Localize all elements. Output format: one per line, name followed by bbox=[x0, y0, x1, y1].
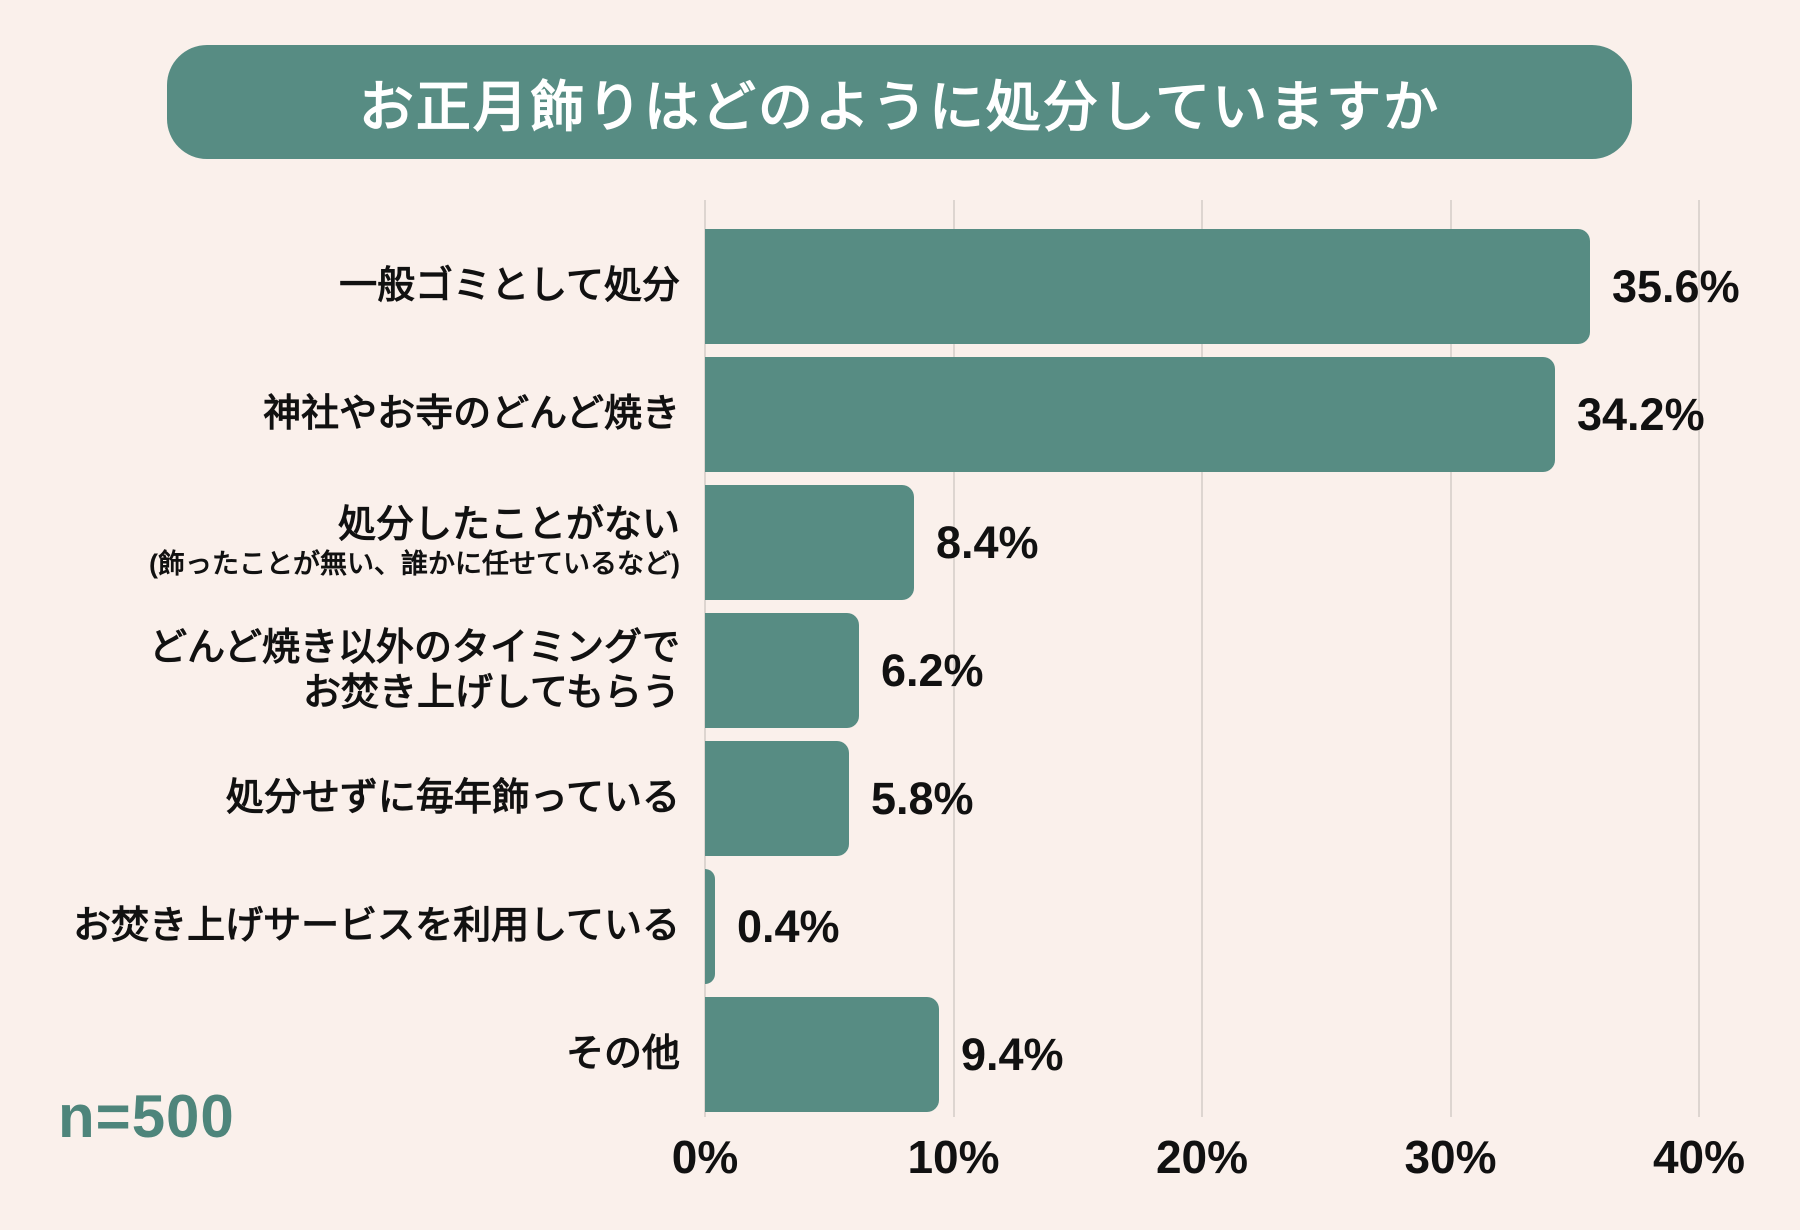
bar bbox=[705, 229, 1590, 344]
bar bbox=[705, 485, 914, 600]
value-label: 6.2% bbox=[881, 644, 984, 696]
bar-category-label-line: どんど焼き以外のタイミングで bbox=[149, 626, 680, 669]
gridline-20% bbox=[1201, 200, 1203, 1117]
sample-size-label: n=500 bbox=[58, 1083, 235, 1150]
gridline-30% bbox=[1449, 200, 1452, 1117]
bar-category-label: お焚き上げサービスを利用している bbox=[40, 869, 680, 984]
bar-category-label-line: お焚き上げしてもらう bbox=[303, 671, 680, 714]
value-label: 0.4% bbox=[737, 900, 840, 952]
title-banner: お正月飾りはどのように処分していますか bbox=[167, 45, 1632, 159]
bar bbox=[705, 357, 1555, 472]
bar-category-label-line: 処分せずに毎年飾っている bbox=[225, 777, 680, 820]
x-axis-tick-label: 20% bbox=[1155, 1131, 1249, 1183]
x-axis-tick-label: 30% bbox=[1404, 1131, 1497, 1183]
gridline-10% bbox=[952, 200, 955, 1117]
bar bbox=[705, 997, 939, 1112]
bar bbox=[705, 869, 715, 984]
bar-category-label: 処分したことがない (飾ったことが無い、誰かに任せているなど) bbox=[40, 485, 680, 600]
bar-category-label-line: 一般ゴミとして処分 bbox=[339, 265, 680, 308]
value-label: 8.4% bbox=[936, 516, 1039, 568]
bar-category-label: どんど焼き以外のタイミングで お焚き上げしてもらう bbox=[40, 613, 680, 728]
value-label: 9.4% bbox=[961, 1028, 1064, 1080]
chart-title: お正月飾りはどのように処分していますか bbox=[358, 76, 1441, 138]
bar-category-sublabel: (飾ったことが無い、誰かに任せているなど) bbox=[149, 549, 680, 580]
x-axis-tick-label: 40% bbox=[1652, 1131, 1746, 1183]
bar-category-label-line: 処分したことがない bbox=[337, 503, 680, 546]
value-label: 34.2% bbox=[1577, 388, 1705, 440]
bar-category-label: 一般ゴミとして処分 bbox=[40, 229, 680, 344]
x-axis-tick-label: 10% bbox=[907, 1131, 1000, 1183]
value-label: 35.6% bbox=[1612, 260, 1740, 312]
bar bbox=[705, 741, 849, 856]
bar-category-label-line: 神社やお寺のどんど焼き bbox=[263, 393, 680, 436]
bar bbox=[705, 613, 859, 728]
bar-category-label: 神社やお寺のどんど焼き bbox=[40, 357, 680, 472]
value-label: 5.8% bbox=[871, 772, 974, 824]
bar-category-label: 処分せずに毎年飾っている bbox=[40, 741, 680, 856]
bar-category-label-line: お焚き上げサービスを利用している bbox=[73, 905, 680, 948]
gridline-40% bbox=[1698, 200, 1700, 1117]
bar-category-label: その他 bbox=[40, 997, 680, 1112]
bar-category-label-line: その他 bbox=[565, 1033, 680, 1076]
x-axis-tick-label: 0% bbox=[671, 1131, 739, 1183]
